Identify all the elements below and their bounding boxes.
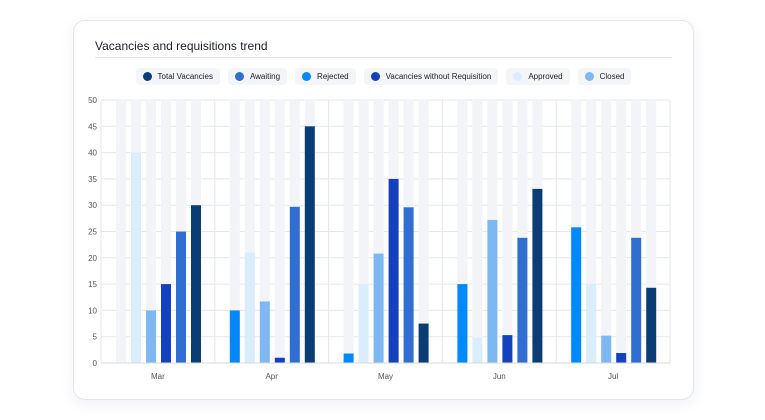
divider [95,57,672,58]
bar-background [358,100,369,363]
bar-background [616,100,627,363]
bar-total-vacancies [191,205,201,363]
y-tick-label: 30 [88,201,97,210]
y-tick-label: 0 [93,359,98,368]
bar-closed [259,301,270,363]
y-tick-label: 10 [88,306,97,315]
bar-background [229,100,240,363]
bar-awaiting [403,207,414,363]
bar-vacancies-without-requisition [502,335,513,363]
bar-total-vacancies [646,287,657,363]
y-tick-label: 20 [88,254,97,263]
y-tick-label: 40 [88,149,97,158]
x-tick-label: Jun [493,372,506,381]
bar-closed [601,335,612,363]
bar-awaiting [289,206,300,363]
y-tick-label: 35 [88,175,97,184]
y-tick-label: 50 [88,96,97,105]
bar-background [517,100,528,363]
legend-item[interactable]: Rejected [295,68,356,85]
bar-background [161,100,171,363]
bar-rejected [229,310,240,363]
legend-label: Closed [599,72,625,81]
legend-label: Awaiting [249,72,281,81]
bar-background [244,100,255,363]
bar-background [274,100,285,363]
bar-approved [586,284,597,363]
bar-background [472,100,483,363]
bar-rejected [457,284,468,363]
x-tick-label: May [378,372,393,381]
x-tick-label: Apr [265,372,278,381]
legend-label: Rejected [317,72,349,81]
bar-background [601,100,612,363]
bar-background [631,100,642,363]
bar-rejected [343,353,354,363]
legend-dot-icon [302,72,312,81]
bar-closed [487,219,498,363]
chart-title: Vacancies and requisitions trend [95,39,268,53]
legend-label: Total Vacancies [157,72,213,81]
bar-vacancies-without-requisition [161,284,171,363]
bar-approved [358,284,369,363]
bar-background [373,100,384,363]
legend: Total Vacancies Awaiting Rejected Vacancies… [74,68,693,85]
legend-item[interactable]: Awaiting [227,68,288,85]
bar-background [259,100,270,363]
bar-vacancies-without-requisition [388,178,399,363]
bar-rejected [571,227,582,363]
legend-item[interactable]: Approved [506,68,570,85]
bar-total-vacancies [304,126,315,363]
bar-background [146,100,156,363]
y-tick-label: 15 [88,280,97,289]
y-tick-label: 45 [88,122,97,131]
bar-background [586,100,597,363]
bar-background [343,100,354,363]
bar-approved [472,337,483,363]
legend-dot-icon [142,72,152,81]
y-tick-label: 25 [88,228,97,237]
bar-background [418,100,429,363]
legend-label: Approved [528,72,563,81]
bar-approved [244,252,255,363]
legend-dot-icon [513,72,523,81]
bar-closed [373,253,384,363]
x-tick-label: Jul [608,372,618,381]
bar-background [116,100,126,363]
legend-item[interactable]: Vacancies without Requisition [363,68,499,85]
legend-dot-icon [234,72,244,81]
bar-total-vacancies [532,188,543,363]
bar-background [646,100,657,363]
bar-awaiting [517,237,528,363]
bar-awaiting [631,237,642,363]
bar-vacancies-without-requisition [274,357,285,363]
bar-awaiting [176,231,186,363]
legend-item[interactable]: Closed [577,68,632,85]
x-tick-label: Mar [151,372,165,381]
bar-closed [146,310,156,363]
legend-item[interactable]: Total Vacancies [135,68,220,85]
bar-total-vacancies [418,323,429,363]
legend-dot-icon [584,72,594,81]
legend-dot-icon [370,72,380,81]
bar-background [502,100,513,363]
y-tick-label: 5 [93,333,98,342]
legend-label: Vacancies without Requisition [385,72,492,81]
bar-background [457,100,468,363]
bar-vacancies-without-requisition [616,353,627,363]
bar-approved [131,152,141,363]
